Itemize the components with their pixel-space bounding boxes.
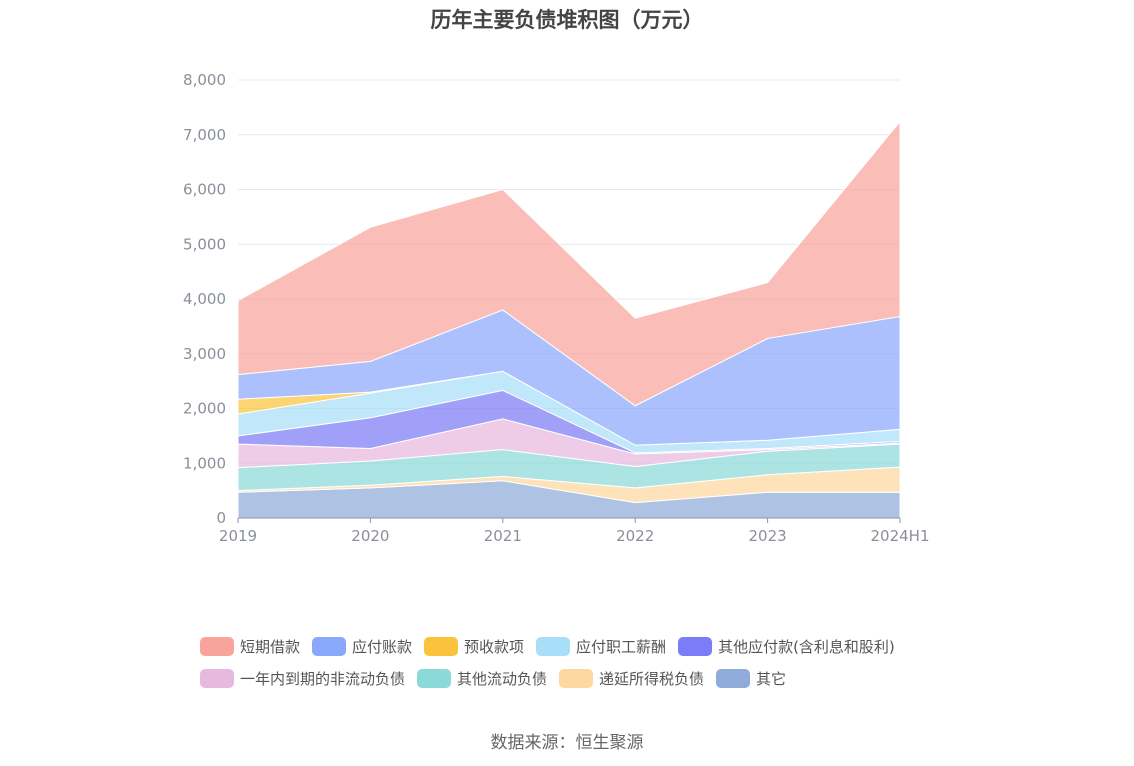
legend-label: 一年内到期的非流动负债 [240, 669, 406, 688]
y-tick-label: 6,000 [183, 181, 226, 199]
y-tick-label: 3,000 [183, 345, 226, 363]
legend-swatch [200, 668, 234, 688]
legend-item[interactable]: 其他应付款(含利息和股利) [678, 636, 895, 657]
legend-row: 短期借款 应付账款 预收款项 应付职工薪酬 其他应付款(含利息和股利) [200, 630, 960, 662]
x-tick-label: 2020 [351, 527, 389, 545]
legend-label: 应付账款 [352, 637, 413, 656]
x-tick-label: 2022 [616, 527, 654, 545]
legend-swatch [417, 668, 452, 688]
legend-item[interactable]: 预收款项 [424, 636, 524, 657]
y-tick-label: 7,000 [183, 126, 226, 144]
legend-swatch [716, 668, 751, 688]
legend: 短期借款 应付账款 预收款项 应付职工薪酬 其他应付款(含利息和股利) 一年内到期的非流动… [200, 630, 960, 694]
legend-label: 其他流动负债 [457, 669, 548, 688]
legend-item[interactable]: 应付职工薪酬 [536, 636, 666, 657]
legend-swatch [678, 636, 713, 656]
legend-label: 其他应付款(含利息和股利) [718, 637, 895, 656]
legend-row: 一年内到期的非流动负债 其他流动负债 递延所得税负债 其它 [200, 662, 960, 694]
chart-title: 历年主要负债堆积图（万元） [430, 8, 704, 32]
legend-item[interactable]: 短期借款 [200, 636, 300, 657]
y-tick-label: 0 [216, 509, 226, 527]
legend-label: 预收款项 [464, 637, 525, 656]
legend-label: 短期借款 [240, 637, 301, 656]
stacked-area-chart: 0 1,000 2,000 3,000 4,000 5,000 6,000 7,000 8,00… [183, 71, 930, 545]
legend-item[interactable]: 其它 [716, 668, 786, 689]
legend-swatch [312, 636, 347, 656]
legend-swatch [536, 636, 571, 656]
y-tick-label: 4,000 [183, 290, 226, 308]
x-tick-label: 2019 [219, 527, 257, 545]
y-tick-label: 5,000 [183, 235, 226, 253]
data-source: 数据来源：恒生聚源 [490, 733, 644, 753]
legend-swatch [424, 636, 459, 656]
y-tick-label: 1,000 [183, 454, 226, 472]
legend-swatch [559, 668, 594, 688]
legend-label: 递延所得税负债 [599, 669, 705, 688]
legend-label: 应付职工薪酬 [576, 637, 667, 656]
legend-item[interactable]: 其他流动负债 [417, 668, 547, 689]
x-tick-label: 2024H1 [871, 527, 930, 545]
legend-item[interactable]: 一年内到期的非流动负债 [200, 668, 405, 689]
x-tick-label: 2023 [749, 527, 787, 545]
x-tick-label: 2021 [484, 527, 522, 545]
area-series [237, 120, 901, 407]
y-tick-label: 8,000 [183, 71, 226, 89]
legend-item[interactable]: 递延所得税负债 [559, 668, 704, 689]
legend-item[interactable]: 应付账款 [312, 636, 412, 657]
y-tick-label: 2,000 [183, 400, 226, 418]
legend-swatch [200, 636, 234, 656]
legend-label: 其它 [756, 669, 787, 688]
